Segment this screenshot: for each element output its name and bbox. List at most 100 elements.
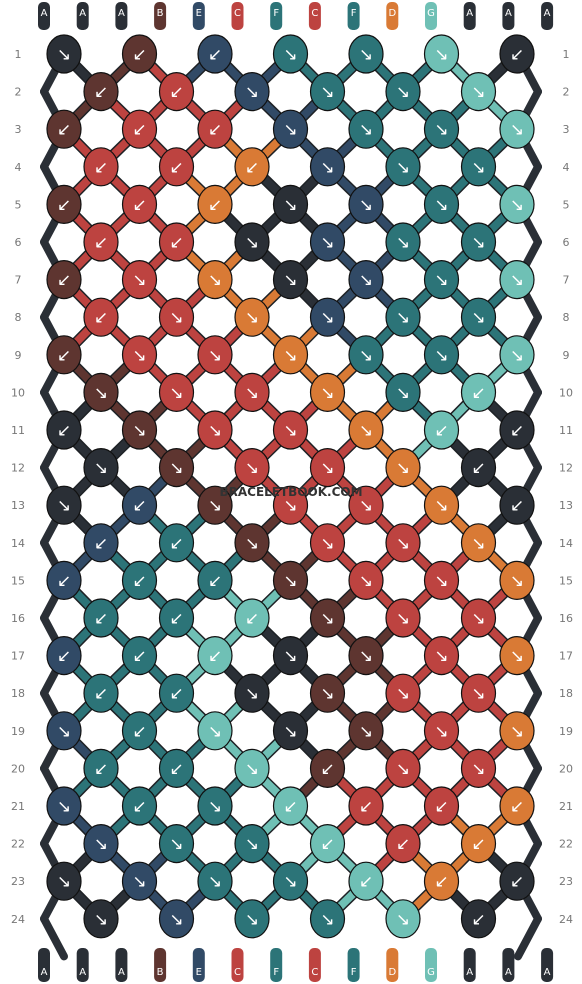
- top-strand-label: F: [273, 8, 279, 19]
- row-label-right: 5: [563, 198, 570, 211]
- row-label-left: 10: [11, 386, 25, 399]
- knot-arrow-icon: ↘: [283, 195, 297, 215]
- knot: ↙: [462, 449, 496, 487]
- knot: ↘: [123, 336, 157, 374]
- knot: ↙: [123, 486, 157, 524]
- knot-arrow-icon: ↘: [434, 120, 448, 140]
- row-label-right: 6: [563, 236, 570, 249]
- knot-arrow-icon: ↘: [283, 496, 297, 516]
- knot: ↘: [84, 825, 118, 863]
- knot-arrow-icon: ↘: [283, 45, 297, 65]
- knot-arrow-icon: ↙: [94, 158, 108, 178]
- knot-arrow-icon: ↘: [471, 308, 485, 328]
- knot: ↙: [198, 35, 232, 73]
- knot: ↙: [425, 411, 459, 449]
- knot-arrow-icon: ↘: [245, 835, 259, 855]
- knot: ↘: [425, 712, 459, 750]
- knot: ↙: [500, 787, 534, 825]
- knot: ↘: [274, 110, 308, 148]
- knot: ↙: [123, 561, 157, 599]
- knot: ↘: [198, 712, 232, 750]
- bottom-strand-label: A: [79, 967, 86, 978]
- knot: ↘: [386, 373, 420, 411]
- knot: ↘: [235, 373, 269, 411]
- bottom-strand-label: D: [388, 967, 396, 978]
- knot-arrow-icon: ↙: [57, 120, 71, 140]
- knot: ↘: [311, 674, 345, 712]
- knot: ↙: [123, 185, 157, 223]
- knot-arrow-icon: ↘: [283, 271, 297, 291]
- knot: ↙: [123, 712, 157, 750]
- knot: ↘: [84, 900, 118, 938]
- top-strand-label: A: [79, 8, 86, 19]
- row-label-right: 22: [559, 838, 573, 851]
- knot-arrow-icon: ↙: [434, 421, 448, 441]
- knot-arrow-icon: ↙: [471, 910, 485, 930]
- knot: ↙: [84, 599, 118, 637]
- bottom-strand-label: A: [41, 967, 48, 978]
- knot-arrow-icon: ↙: [434, 872, 448, 892]
- knot-arrow-icon: ↙: [208, 647, 222, 667]
- knot: ↙: [311, 749, 345, 787]
- row-label-left: 16: [11, 612, 25, 625]
- knot-arrow-icon: ↙: [57, 346, 71, 366]
- knot-arrow-icon: ↘: [510, 271, 524, 291]
- knot-arrow-icon: ↘: [434, 271, 448, 291]
- knot-arrow-icon: ↘: [359, 45, 373, 65]
- knot-arrow-icon: ↙: [208, 571, 222, 591]
- knot: ↘: [425, 336, 459, 374]
- knot: ↘: [386, 900, 420, 938]
- bottom-strand-label: C: [311, 967, 318, 978]
- knot-arrow-icon: ↙: [245, 609, 259, 629]
- knot: ↘: [349, 35, 383, 73]
- knot: ↘: [235, 749, 269, 787]
- knot-arrow-icon: ↘: [57, 45, 71, 65]
- knot-arrow-icon: ↘: [510, 346, 524, 366]
- knot: ↘: [274, 712, 308, 750]
- knot: ↙: [198, 110, 232, 148]
- knot: ↘: [274, 862, 308, 900]
- knot-arrow-icon: ↘: [510, 571, 524, 591]
- knot-arrow-icon: ↘: [396, 759, 410, 779]
- knot: ↘: [386, 449, 420, 487]
- knot: ↙: [198, 185, 232, 223]
- knot-arrow-icon: ↘: [434, 571, 448, 591]
- knot-arrow-icon: ↘: [283, 346, 297, 366]
- knot-arrow-icon: ↘: [57, 496, 71, 516]
- row-label-right: 7: [563, 274, 570, 287]
- knot: ↘: [160, 825, 194, 863]
- row-label-right: 9: [563, 349, 570, 362]
- knot: ↘: [462, 298, 496, 336]
- knot-arrow-icon: ↙: [359, 872, 373, 892]
- top-strand-label: C: [234, 8, 241, 19]
- watermark: BRACELETBOOK.COM: [219, 485, 362, 499]
- knot-arrow-icon: ↙: [169, 609, 183, 629]
- top-strand-label: B: [157, 8, 164, 19]
- knot: ↘: [425, 261, 459, 299]
- knot-arrow-icon: ↘: [94, 383, 108, 403]
- knot-arrow-icon: ↘: [510, 647, 524, 667]
- knot: ↙: [160, 524, 194, 562]
- knot: ↘: [235, 73, 269, 111]
- knot: ↘: [198, 336, 232, 374]
- knot: ↙: [349, 787, 383, 825]
- knot: ↘: [311, 73, 345, 111]
- knot: ↘: [235, 298, 269, 336]
- row-label-left: 15: [11, 574, 25, 587]
- row-label-left: 14: [11, 537, 25, 550]
- row-label-left: 19: [11, 725, 25, 738]
- row-label-right: 16: [559, 612, 573, 625]
- knot: ↘: [123, 411, 157, 449]
- knot: ↘: [47, 787, 81, 825]
- row-label-right: 20: [559, 762, 573, 775]
- knot: ↘: [274, 261, 308, 299]
- knot: ↘: [500, 110, 534, 148]
- knot: ↙: [274, 787, 308, 825]
- knot: ↙: [425, 862, 459, 900]
- row-label-right: 14: [559, 537, 573, 550]
- row-label-left: 21: [11, 800, 25, 813]
- bottom-strand-label: F: [351, 967, 357, 978]
- bottom-strand-label: C: [234, 967, 241, 978]
- knot: ↘: [462, 524, 496, 562]
